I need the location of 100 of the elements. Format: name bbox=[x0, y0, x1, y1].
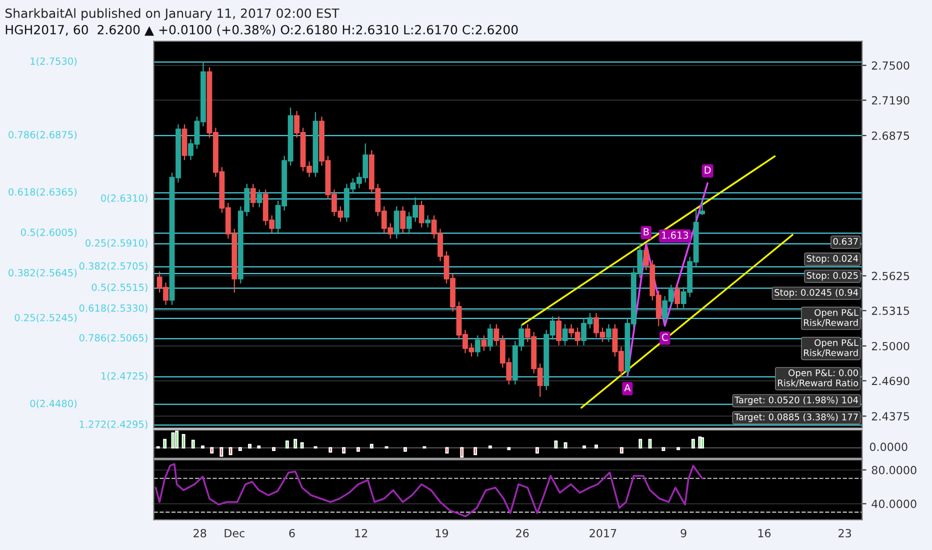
bar bbox=[285, 440, 289, 449]
candlestick bbox=[700, 198, 706, 216]
candlestick bbox=[400, 206, 406, 234]
annotation: Stop: 0.0245 (0.94 bbox=[774, 288, 858, 298]
x-tick-label: 12 bbox=[355, 528, 368, 538]
bar bbox=[171, 432, 175, 449]
y-tick-label: 2.7190 bbox=[872, 96, 910, 105]
candlestick bbox=[487, 324, 493, 352]
ref-line-label: 0(2.6310) bbox=[101, 194, 148, 203]
ref-line-label: 1(2.7530) bbox=[30, 57, 77, 66]
candlestick bbox=[562, 324, 568, 346]
candlestick bbox=[394, 206, 400, 239]
bar bbox=[228, 447, 232, 456]
bar bbox=[272, 447, 276, 451]
y-tick-label: 2.5625 bbox=[872, 272, 910, 280]
annotation: Stop: 0.025 bbox=[806, 272, 858, 281]
bar bbox=[163, 438, 167, 449]
candlestick bbox=[674, 284, 680, 308]
chart-subtitle: HGH2017, 60 2.6200 ▲ +0.0100 (+0.38%) O:2.6180 H:2.6310 L:2.6170 C:2.6200 bbox=[6, 24, 518, 36]
candlestick bbox=[556, 316, 562, 346]
candlestick bbox=[606, 324, 612, 342]
annotation: Target: 0.0520 (1.98%) 104 bbox=[734, 396, 858, 406]
ref-line-label: 0.382(2.5645) bbox=[8, 268, 77, 278]
line-series bbox=[154, 463, 704, 518]
bar bbox=[342, 447, 346, 454]
ref-line-label: 0.5(2.5515) bbox=[92, 283, 148, 292]
x-tick-label: 28 bbox=[194, 528, 206, 538]
ref-line-label: 0.5(2.6005) bbox=[20, 228, 77, 238]
candlestick bbox=[418, 200, 424, 228]
ref-line-label: 0.786(2.6875) bbox=[8, 130, 77, 140]
annotation: Target: 0.0885 (3.38%) 177 bbox=[734, 413, 858, 422]
annotation: Stop: 0.024 bbox=[806, 254, 858, 264]
bar bbox=[638, 438, 642, 449]
candlestick bbox=[425, 215, 431, 228]
bar bbox=[564, 442, 568, 449]
y-tick-label: 40.0000 bbox=[872, 500, 916, 508]
annotation: C bbox=[662, 334, 668, 341]
ref-line-label: 0.618(2.5330) bbox=[79, 304, 148, 313]
x-tick-label: 6 bbox=[289, 528, 295, 538]
ref-line-label: 1.272(2.4295) bbox=[80, 420, 148, 430]
bar bbox=[175, 430, 179, 449]
candlestick bbox=[481, 335, 487, 352]
candlestick bbox=[474, 335, 480, 357]
x-tick-label: 2017 bbox=[590, 528, 616, 538]
annotation: Open P&L Risk/Reward bbox=[804, 309, 859, 327]
bar bbox=[404, 447, 407, 452]
ref-line-label: 0.25(2.5245) bbox=[14, 314, 77, 322]
bar bbox=[370, 444, 374, 449]
bar bbox=[238, 447, 242, 451]
bar bbox=[474, 447, 478, 456]
ref-line-label: 0.25(2.5910) bbox=[86, 239, 148, 248]
bar bbox=[210, 447, 214, 454]
bar bbox=[620, 447, 624, 454]
chart-title: SharkbaitAl published on January 11, 2017 02:00 EST bbox=[5, 8, 340, 20]
y-tick-label: 2.6875 bbox=[872, 132, 910, 140]
annotation: D bbox=[704, 166, 711, 174]
candlestick bbox=[256, 189, 262, 208]
ref-line-label: 0.382(2.5705) bbox=[79, 262, 148, 271]
ref-line-label: 0(2.4480) bbox=[30, 400, 77, 408]
line-series bbox=[626, 182, 708, 378]
ref-line-label: 0.618(2.6365) bbox=[8, 188, 77, 197]
y-tick-label: 2.4690 bbox=[872, 376, 910, 386]
y-tick-label: 2.4375 bbox=[872, 412, 910, 420]
annotation: B bbox=[644, 228, 649, 236]
annotation: 1.613 bbox=[662, 231, 688, 239]
x-tick-label: 19 bbox=[436, 528, 448, 538]
x-tick-label: Dec bbox=[224, 529, 244, 538]
bar bbox=[554, 440, 558, 449]
y-tick-label: 2.5315 bbox=[872, 306, 910, 315]
bar bbox=[220, 447, 224, 457]
bar bbox=[691, 438, 695, 449]
x-tick-label: 16 bbox=[758, 528, 771, 538]
bar bbox=[662, 447, 666, 451]
x-tick-label: 23 bbox=[838, 528, 852, 538]
bar bbox=[460, 447, 464, 458]
candlestick bbox=[250, 184, 256, 208]
y-tick-label: 2.5000 bbox=[872, 342, 910, 350]
bar bbox=[648, 438, 652, 449]
bar bbox=[535, 447, 539, 454]
x-tick-label: 9 bbox=[680, 528, 686, 538]
annotation: Open P&L Risk/Reward bbox=[804, 339, 859, 357]
ref-line-label: 0.0000 bbox=[870, 442, 908, 452]
ref-line-label: 0.786(2.5065) bbox=[79, 334, 148, 343]
bar bbox=[300, 442, 304, 449]
ref-line-label: 1(2.4725) bbox=[102, 372, 148, 381]
bar bbox=[191, 440, 195, 449]
bar bbox=[328, 447, 332, 453]
x-tick-label: 26 bbox=[516, 528, 529, 538]
y-tick-label: 80.0000 bbox=[872, 466, 916, 474]
bar bbox=[445, 447, 449, 454]
bar bbox=[248, 444, 252, 449]
bar bbox=[356, 447, 360, 452]
annotation: 0.637 bbox=[833, 238, 858, 245]
y-tick-label: 2.7500 bbox=[872, 61, 910, 70]
bar bbox=[294, 438, 298, 449]
annotation: Open P&L: 0.00 Risk/Reward Ratio bbox=[778, 369, 858, 388]
bar bbox=[182, 434, 186, 449]
annotation: A bbox=[624, 384, 631, 392]
bar bbox=[594, 444, 598, 449]
bar bbox=[700, 437, 704, 449]
